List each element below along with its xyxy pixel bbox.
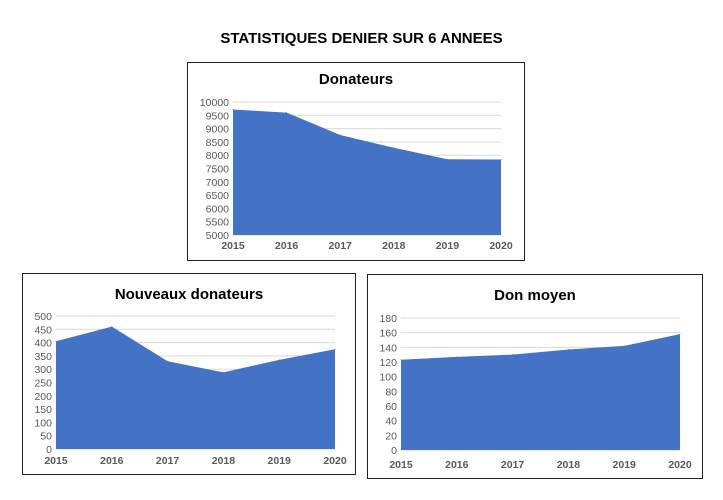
y-tick-label: 0: [46, 444, 52, 456]
data-point: [400, 359, 402, 361]
x-tick-label: 2018: [557, 459, 581, 471]
y-tick-label: 450: [34, 324, 52, 336]
chart-don-moyen: Don moyen 0 20 40 60 80 100 120 140 160 180 2015 20…: [367, 274, 703, 479]
x-tick-label: 2016: [100, 455, 124, 467]
data-point: [512, 354, 514, 356]
data-point: [334, 348, 336, 350]
y-tick-label: 120: [379, 357, 397, 369]
y-tick-label: 300: [34, 364, 52, 376]
data-point: [167, 360, 169, 362]
x-tick-label: 2019: [613, 459, 637, 471]
data-point: [278, 359, 280, 361]
x-tick-label: 2017: [156, 455, 180, 467]
y-tick-label: 5500: [206, 217, 230, 229]
data-point: [339, 134, 341, 136]
area-series: [233, 109, 501, 235]
chart-title: Don moyen: [494, 287, 576, 304]
y-tick-label: 400: [34, 338, 52, 350]
y-tick-label: 7000: [206, 177, 230, 189]
data-point: [111, 326, 113, 328]
x-tick-label: 2015: [221, 240, 245, 252]
x-tick-label: 2020: [489, 240, 513, 252]
y-tick-label: 150: [34, 404, 52, 416]
x-tick-label: 2020: [668, 459, 692, 471]
y-tick-label: 0: [391, 445, 397, 457]
x-tick-label: 2015: [389, 459, 413, 471]
y-tick-label: 8500: [206, 137, 230, 149]
y-tick-label: 8000: [206, 150, 230, 162]
x-tick-label: 2015: [44, 455, 68, 467]
chart-title: Donateurs: [318, 71, 394, 88]
data-point: [232, 108, 234, 110]
y-tick-label: 100: [379, 372, 397, 384]
x-tick-label: 2018: [382, 240, 406, 252]
x-tick-label: 2017: [329, 240, 353, 252]
x-tick-label: 2020: [323, 455, 347, 467]
x-tick-label: 2019: [268, 455, 292, 467]
y-tick-label: 250: [34, 378, 52, 390]
data-point: [446, 158, 448, 160]
chart-svg: 0 20 40 60 80 100 120 140 160 180 2015 2016 2017 2018…: [379, 313, 692, 471]
area-series: [56, 326, 335, 449]
y-tick-label: 500: [34, 311, 52, 323]
y-tick-label: 180: [379, 313, 397, 325]
data-point: [286, 112, 288, 114]
y-tick-label: 40: [385, 416, 397, 428]
data-point: [222, 371, 224, 373]
data-point: [456, 356, 458, 358]
x-tick-label: 2018: [212, 455, 236, 467]
data-point: [55, 340, 57, 342]
y-tick-label: 6500: [206, 190, 230, 202]
data-point: [623, 345, 625, 347]
data-point: [679, 333, 681, 335]
y-tick-label: 5000: [206, 230, 230, 242]
area-series: [401, 334, 680, 450]
chart-donateurs: Donateurs 5000 5500 6000 6500 7000 7500 8000 85…: [187, 62, 525, 261]
y-tick-label: 7500: [206, 164, 230, 176]
x-tick-label: 2019: [436, 240, 460, 252]
data-point: [393, 147, 395, 149]
y-tick-label: 60: [385, 401, 397, 413]
x-tick-label: 2016: [445, 459, 469, 471]
chart-nouveaux-donateurs: Nouveaux donateurs 0 50 100 150 200 250 300 350…: [22, 273, 356, 475]
y-tick-label: 9500: [206, 110, 230, 122]
y-tick-label: 10000: [200, 97, 229, 109]
y-tick-label: 100: [34, 417, 52, 429]
y-tick-label: 200: [34, 391, 52, 403]
x-tick-label: 2016: [275, 240, 299, 252]
y-tick-label: 350: [34, 351, 52, 363]
y-tick-label: 50: [40, 431, 52, 443]
y-tick-label: 20: [385, 430, 397, 442]
data-point: [500, 158, 502, 160]
y-tick-label: 80: [385, 386, 397, 398]
x-tick-label: 2017: [501, 459, 525, 471]
page-title: STATISTIQUES DENIER SUR 6 ANNEES: [220, 30, 503, 47]
data-point: [567, 349, 569, 351]
y-tick-label: 160: [379, 328, 397, 340]
y-tick-label: 6000: [206, 203, 230, 215]
chart-title: Nouveaux donateurs: [114, 286, 264, 303]
y-tick-label: 140: [379, 342, 397, 354]
y-tick-label: 9000: [206, 124, 230, 136]
